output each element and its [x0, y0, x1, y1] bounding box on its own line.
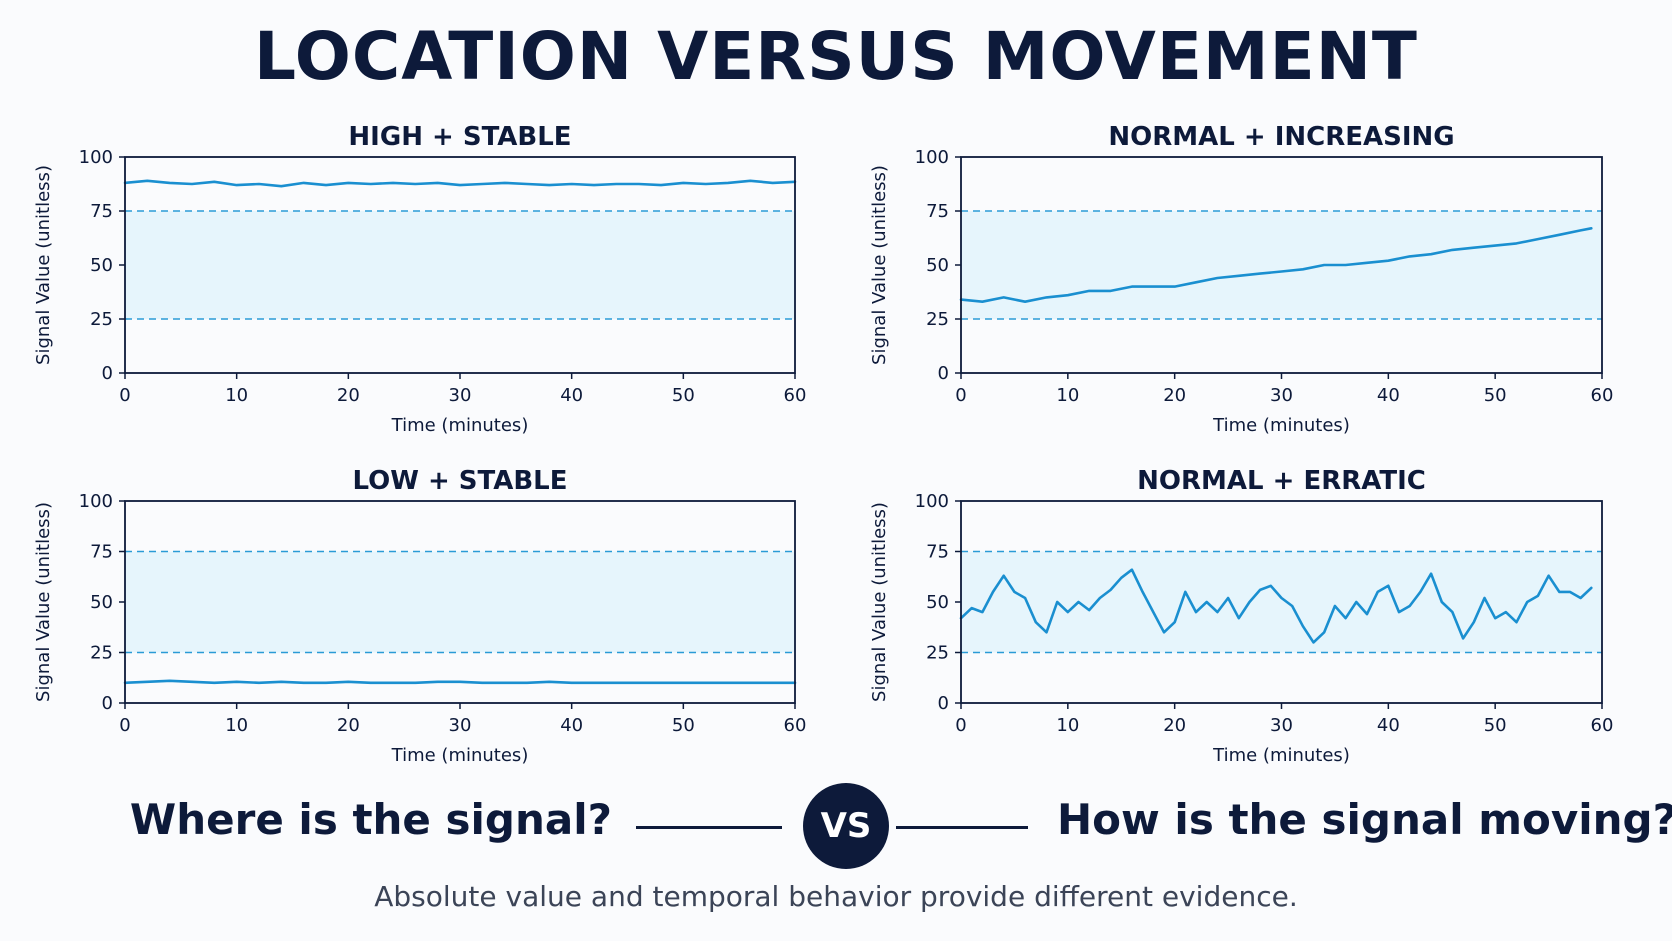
y-tick-label: 50 [926, 592, 949, 613]
y-tick-label: 25 [926, 643, 949, 664]
x-axis-label: Time (minutes) [391, 415, 529, 436]
series-line [959, 227, 1593, 304]
x-tick-label: 10 [225, 385, 248, 406]
y-tick-label: 0 [102, 693, 113, 714]
panel-title: HIGH + STABLE [348, 122, 571, 152]
right-divider-line [896, 826, 1028, 829]
x-tick-label: 10 [225, 715, 248, 736]
series-line [959, 568, 1593, 644]
x-tick-label: 40 [560, 715, 583, 736]
x-tick-label: 20 [1163, 385, 1186, 406]
x-tick-label: 10 [1056, 715, 1079, 736]
y-tick-label: 100 [915, 491, 949, 512]
panel-title: NORMAL + ERRATIC [1137, 466, 1426, 496]
x-tick-label: 30 [1270, 385, 1293, 406]
y-tick-label: 100 [79, 147, 113, 168]
panel-title: NORMAL + INCREASING [1108, 122, 1454, 152]
y-tick-label: 50 [926, 255, 949, 276]
x-tick-label: 30 [449, 385, 472, 406]
y-tick-label: 0 [102, 363, 113, 384]
chart-panel-2: 0 10 20 30 40 50 60 0 25 50 75 100 NORMAL + INCREASI… [869, 122, 1613, 436]
y-tick-label: 100 [79, 491, 113, 512]
y-axis-label: Signal Value (unitless) [33, 502, 54, 702]
x-tick-label: 20 [337, 715, 360, 736]
x-tick-label: 0 [955, 715, 966, 736]
x-tick-label: 0 [955, 385, 966, 406]
x-tick-label: 20 [337, 385, 360, 406]
y-tick-label: 25 [90, 309, 113, 330]
chart-panel-4: 0 10 20 30 40 50 60 0 25 50 75 100 NORMAL + ERRATIC T… [869, 466, 1613, 766]
y-tick-label: 0 [938, 363, 949, 384]
x-tick-label: 60 [784, 715, 807, 736]
chart-panel-3: 0 10 20 30 40 50 60 0 25 50 75 100 LOW + STABLE Time … [33, 466, 806, 766]
series-line [123, 179, 797, 188]
chart-panel-1: 0 10 20 30 40 50 60 0 25 50 75 100 HIGH + STABLE Time… [33, 122, 806, 436]
caption-text: Absolute value and temporal behavior pro… [374, 880, 1298, 913]
y-tick-label: 50 [90, 592, 113, 613]
x-tick-label: 40 [1377, 385, 1400, 406]
x-tick-label: 60 [784, 385, 807, 406]
y-tick-label: 50 [90, 255, 113, 276]
x-tick-label: 20 [1163, 715, 1186, 736]
y-tick-label: 75 [926, 201, 949, 222]
movement-question: How is the signal moving? [1057, 795, 1672, 844]
x-tick-label: 30 [449, 715, 472, 736]
x-tick-label: 30 [1270, 715, 1293, 736]
vs-badge: VS [803, 783, 889, 869]
x-axis-label: Time (minutes) [1212, 415, 1350, 436]
normal-range-band [961, 551, 1602, 653]
x-tick-label: 50 [1484, 715, 1507, 736]
x-tick-label: 40 [560, 385, 583, 406]
y-tick-label: 75 [926, 542, 949, 563]
x-tick-label: 50 [672, 385, 695, 406]
normal-range-band [125, 551, 795, 653]
y-axis-label: Signal Value (unitless) [33, 165, 54, 365]
y-tick-label: 25 [90, 643, 113, 664]
y-tick-label: 100 [915, 147, 949, 168]
x-tick-label: 50 [1484, 385, 1507, 406]
x-tick-label: 60 [1591, 715, 1614, 736]
x-tick-label: 60 [1591, 385, 1614, 406]
x-tick-label: 0 [119, 715, 130, 736]
x-tick-label: 50 [672, 715, 695, 736]
x-tick-label: 40 [1377, 715, 1400, 736]
series-line [123, 679, 797, 685]
location-question: Where is the signal? [129, 795, 612, 844]
panel-title: LOW + STABLE [352, 466, 567, 496]
page-title: LOCATION VERSUS MOVEMENT [254, 18, 1418, 95]
y-tick-label: 75 [90, 201, 113, 222]
y-tick-label: 25 [926, 309, 949, 330]
x-tick-label: 0 [119, 385, 130, 406]
y-axis-label: Signal Value (unitless) [869, 165, 890, 365]
x-tick-label: 10 [1056, 385, 1079, 406]
y-axis-label: Signal Value (unitless) [869, 502, 890, 702]
y-tick-label: 0 [938, 693, 949, 714]
y-tick-label: 75 [90, 542, 113, 563]
normal-range-band [961, 211, 1602, 319]
x-axis-label: Time (minutes) [391, 745, 529, 766]
left-divider-line [636, 826, 782, 829]
normal-range-band [125, 211, 795, 319]
x-axis-label: Time (minutes) [1212, 745, 1350, 766]
